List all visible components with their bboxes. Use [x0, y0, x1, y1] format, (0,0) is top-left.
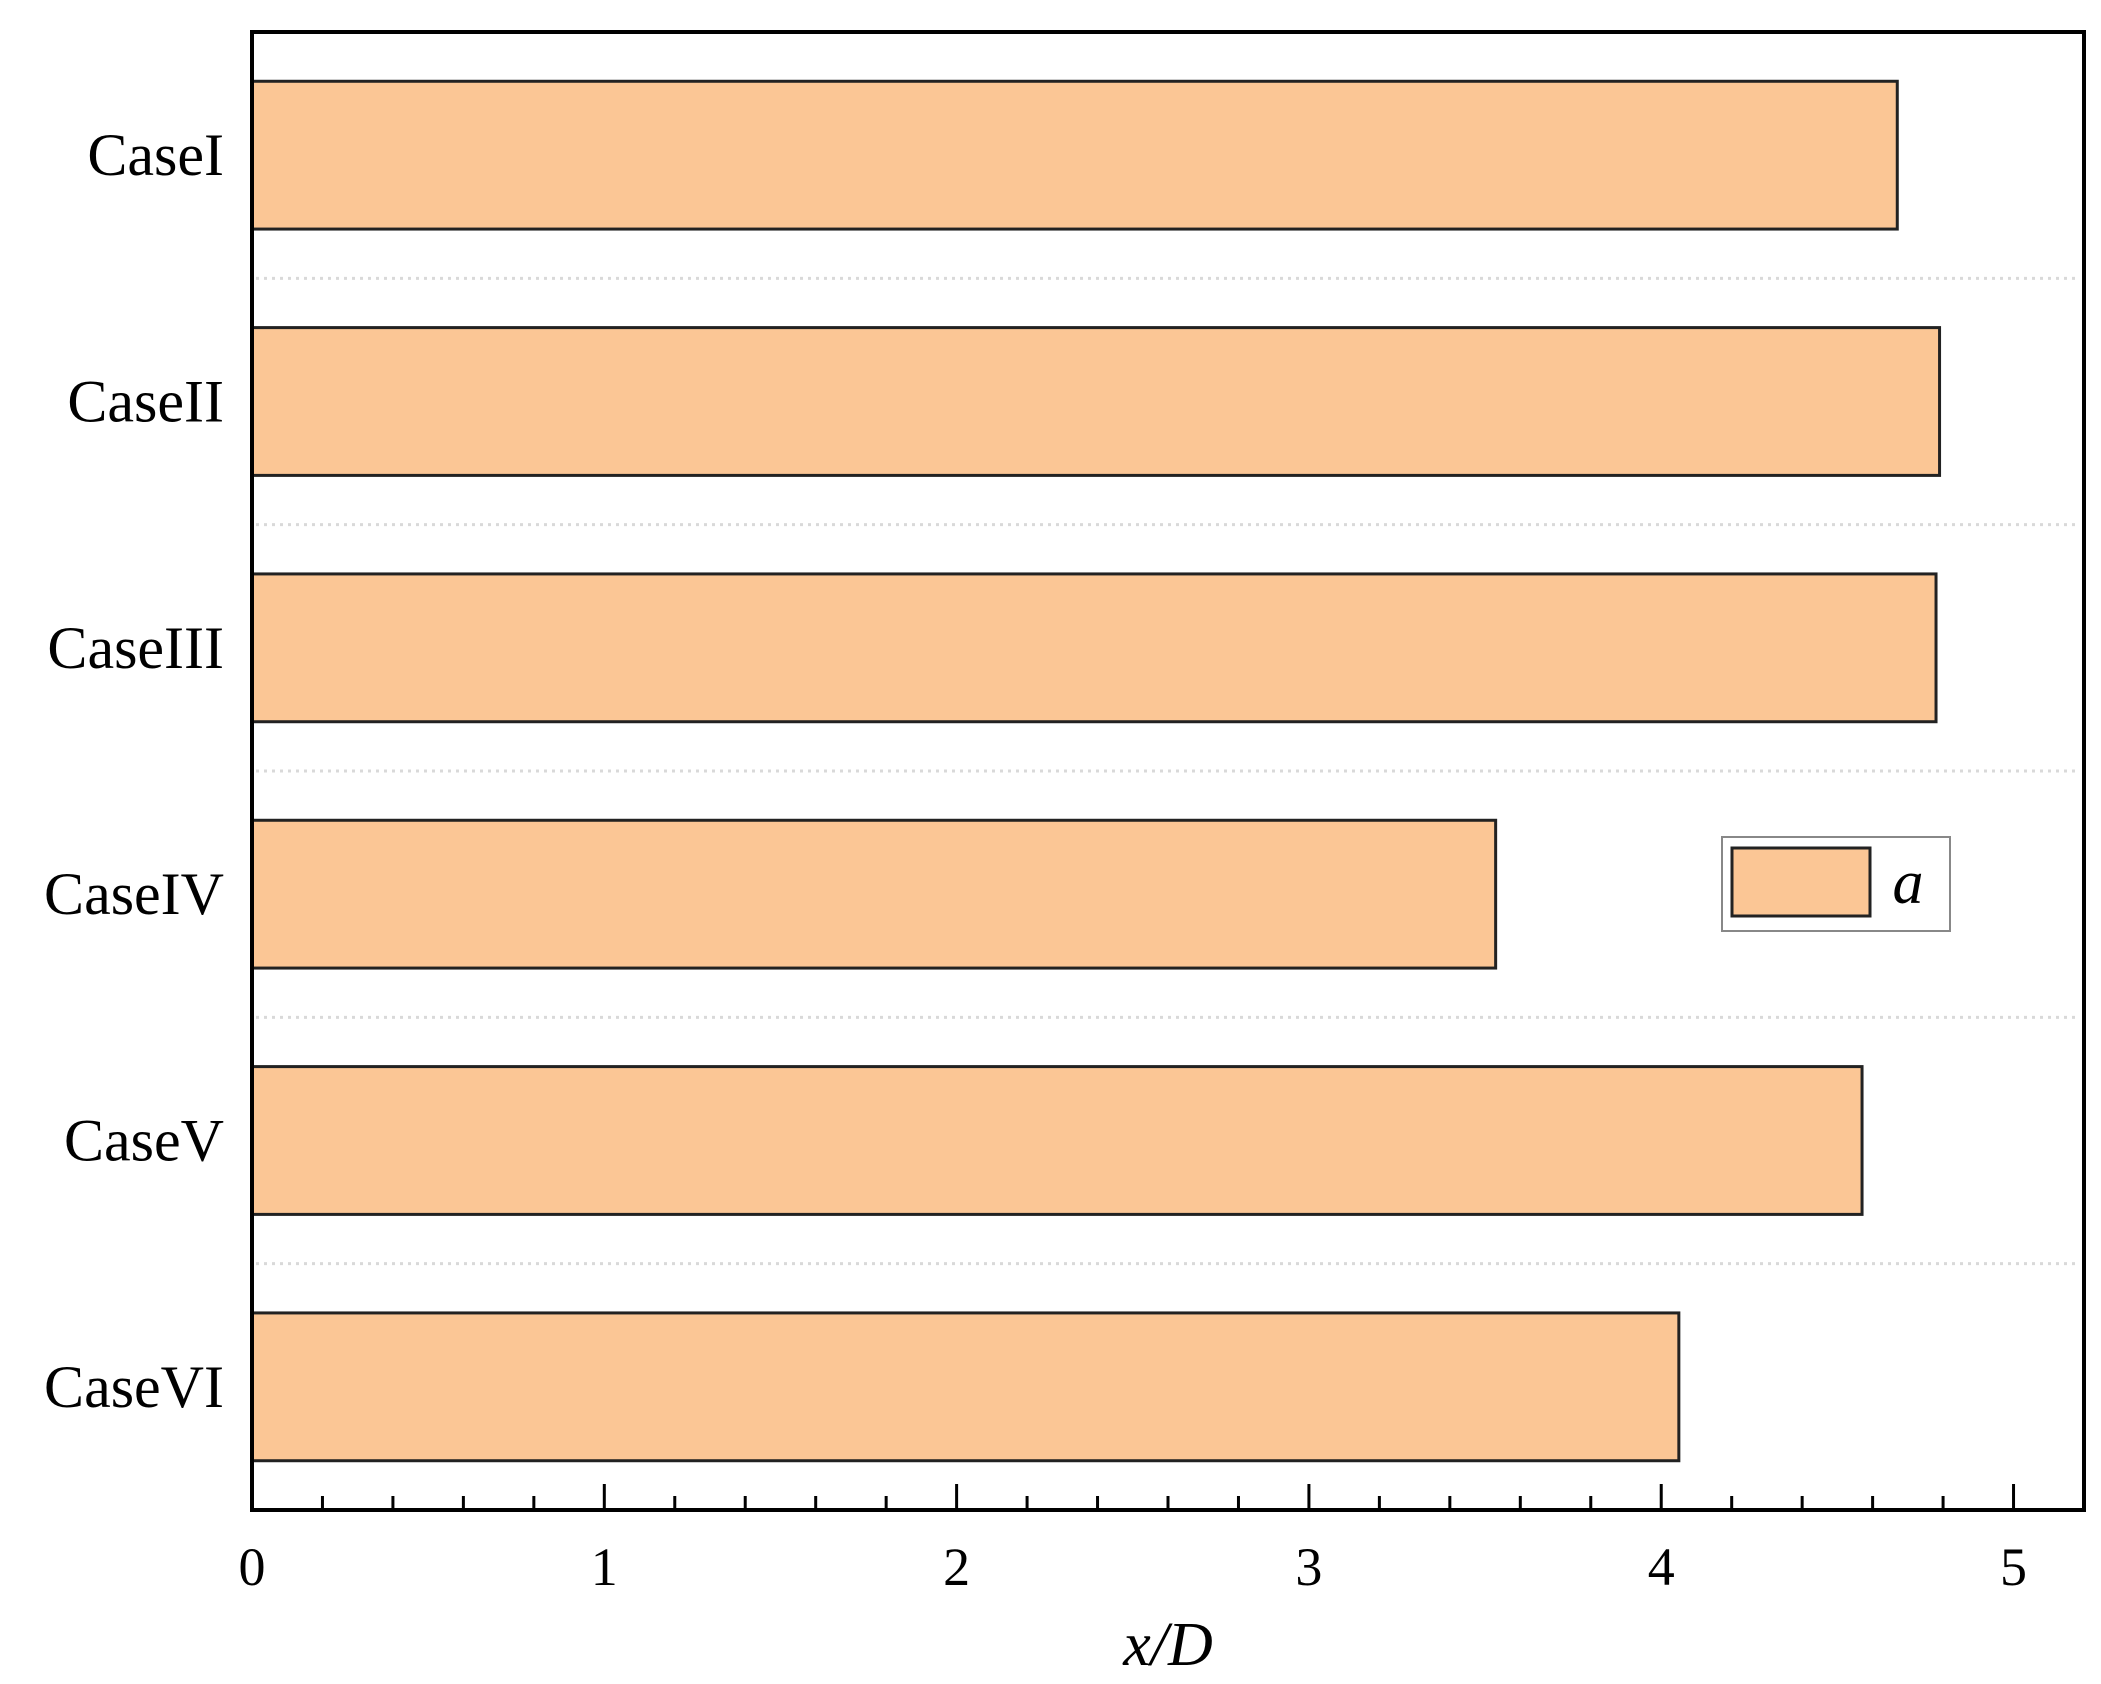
category-label: CaseIII	[47, 615, 224, 681]
legend: a	[1721, 836, 1951, 932]
bar-caseiv	[250, 818, 1498, 970]
bar-caseii	[250, 326, 1942, 477]
bar-caseiii	[250, 572, 1938, 724]
x-axis-ticks: 0 1 2 3 4 5	[239, 1484, 2027, 1597]
x-axis-title: x/D	[1122, 1611, 1213, 1679]
x-tick-label: 5	[2000, 1537, 2027, 1597]
category-label: CaseIV	[44, 861, 224, 927]
bar-casevi	[250, 1311, 1681, 1463]
category-label: CaseVI	[44, 1354, 224, 1420]
legend-swatch	[1730, 846, 1872, 918]
x-tick-label: 4	[1648, 1537, 1675, 1597]
bar-casev	[250, 1065, 1864, 1216]
x-tick-label: 1	[591, 1537, 618, 1597]
category-label: CaseII	[67, 369, 224, 435]
x-tick-label: 3	[1295, 1537, 1322, 1597]
grid-lines	[256, 276, 2080, 1266]
y-axis-category-labels: CaseI CaseII CaseIII CaseIV CaseV CaseVI	[44, 122, 224, 1420]
legend-label: a	[1893, 849, 1924, 917]
category-label: CaseI	[87, 122, 224, 188]
bar-casei	[250, 79, 1899, 231]
x-tick-label: 0	[239, 1537, 266, 1597]
category-label: CaseV	[64, 1108, 224, 1174]
x-tick-label: 2	[943, 1537, 970, 1597]
